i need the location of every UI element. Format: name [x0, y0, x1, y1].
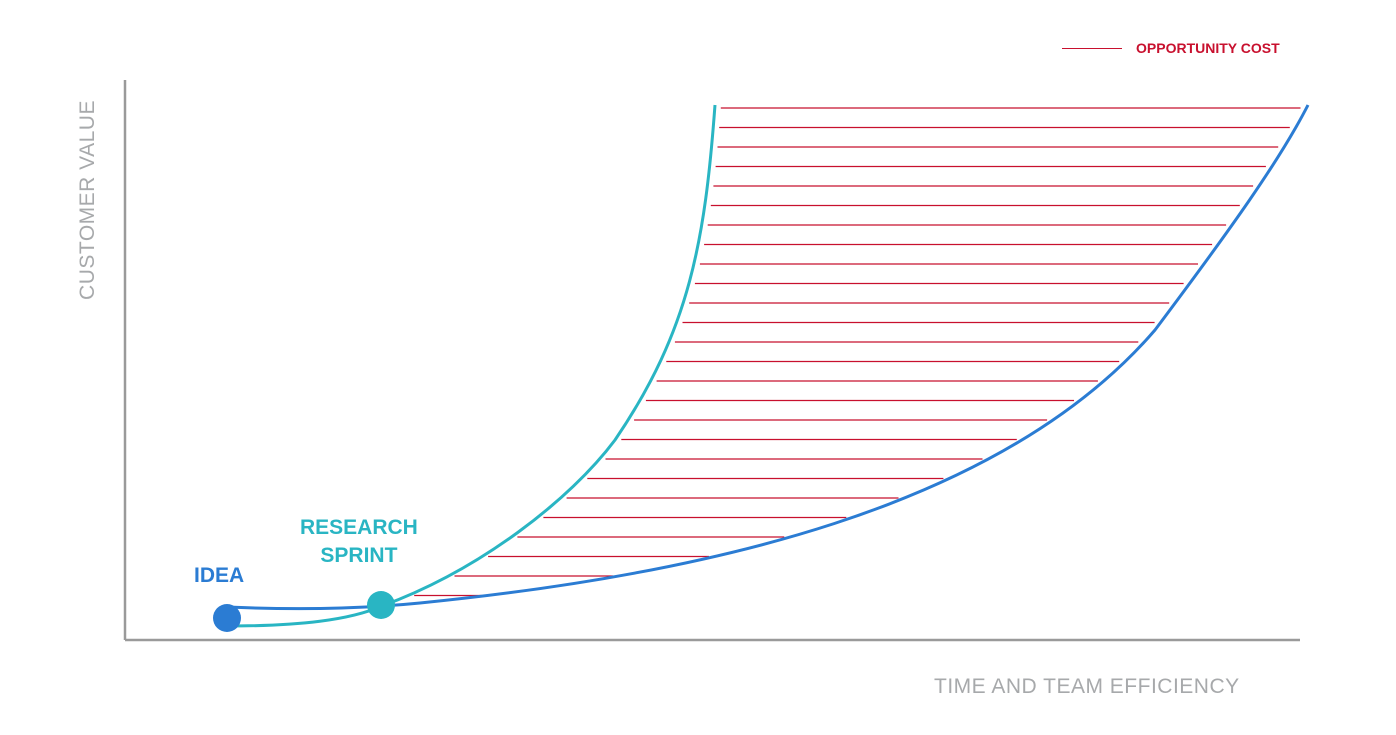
x-axis-label: TIME AND TEAM EFFICIENCY	[934, 675, 1240, 698]
legend: OPPORTUNITY COST	[1062, 40, 1280, 56]
idea-point	[213, 604, 241, 632]
legend-label: OPPORTUNITY COST	[1136, 40, 1280, 56]
y-axis-label: CUSTOMER VALUE	[76, 100, 99, 300]
research-sprint-point	[367, 591, 395, 619]
research-sprint-label: RESEARCH SPRINT	[300, 514, 418, 570]
research-sprint-label-line2: SPRINT	[320, 544, 398, 567]
opportunity-cost-hatching	[414, 107, 1301, 597]
idea-label: IDEA	[194, 564, 245, 587]
legend-line-swatch	[1062, 47, 1122, 49]
research-sprint-label-line1: RESEARCH	[300, 516, 418, 539]
research-value-curve	[226, 104, 717, 628]
